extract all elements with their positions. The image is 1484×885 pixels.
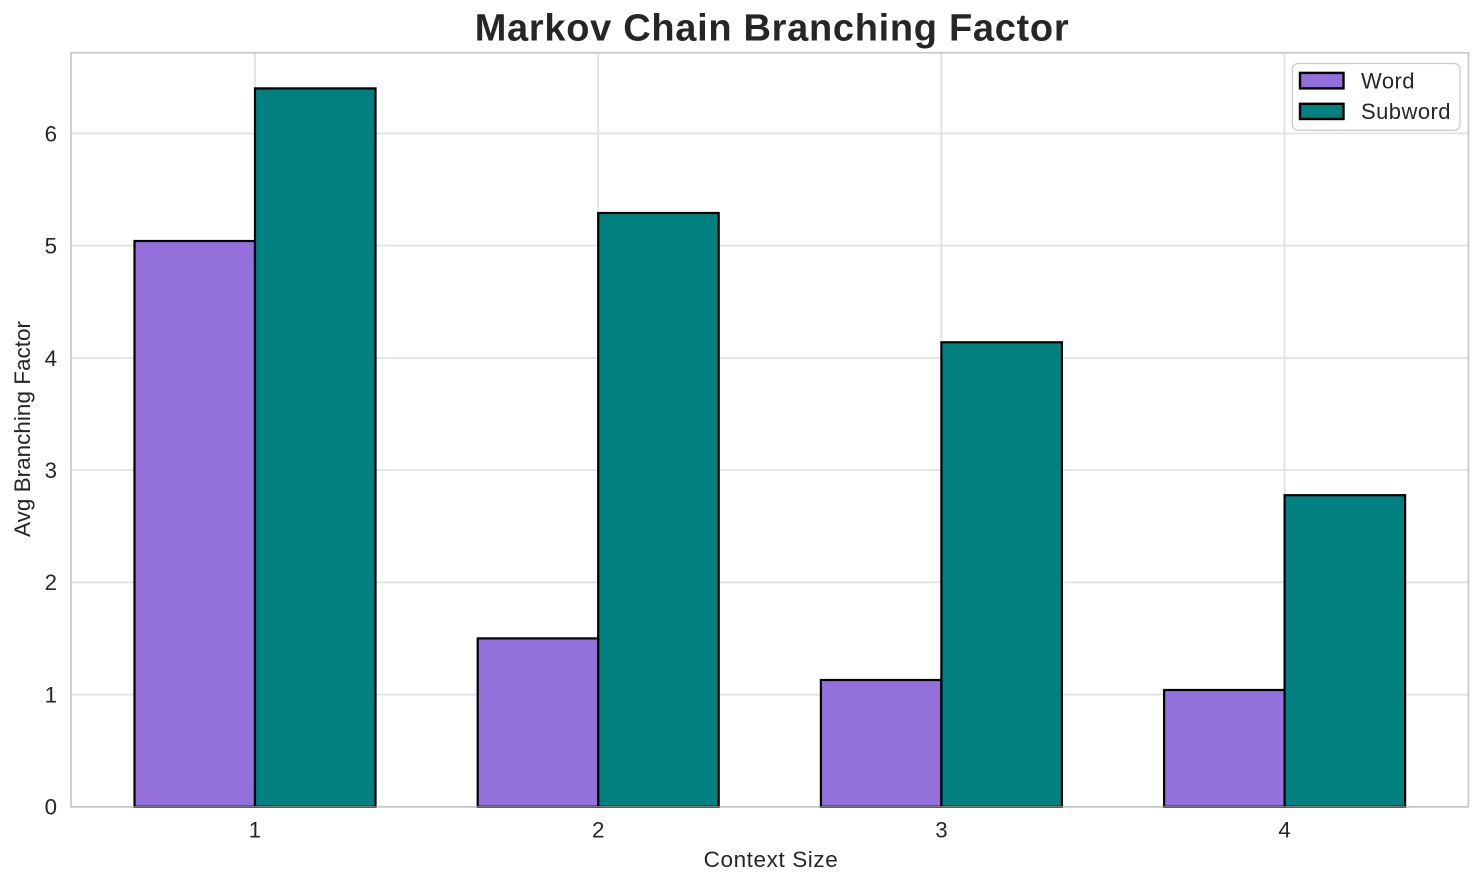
svg-text:Markov Chain Branching Factor: Markov Chain Branching Factor: [475, 7, 1070, 49]
svg-text:1: 1: [45, 683, 57, 708]
svg-text:3: 3: [45, 458, 57, 483]
svg-text:3: 3: [935, 818, 947, 843]
svg-text:Context Size: Context Size: [704, 847, 839, 872]
svg-text:Avg Branching Factor: Avg Branching Factor: [10, 321, 35, 537]
svg-text:Word: Word: [1361, 68, 1415, 93]
svg-text:1: 1: [249, 818, 261, 843]
svg-text:4: 4: [45, 346, 57, 371]
svg-text:2: 2: [592, 818, 604, 843]
svg-text:0: 0: [45, 795, 57, 820]
svg-text:Subword: Subword: [1361, 99, 1451, 124]
svg-text:5: 5: [45, 234, 57, 259]
svg-text:4: 4: [1278, 818, 1290, 843]
svg-text:2: 2: [45, 570, 57, 595]
svg-text:6: 6: [45, 121, 57, 146]
